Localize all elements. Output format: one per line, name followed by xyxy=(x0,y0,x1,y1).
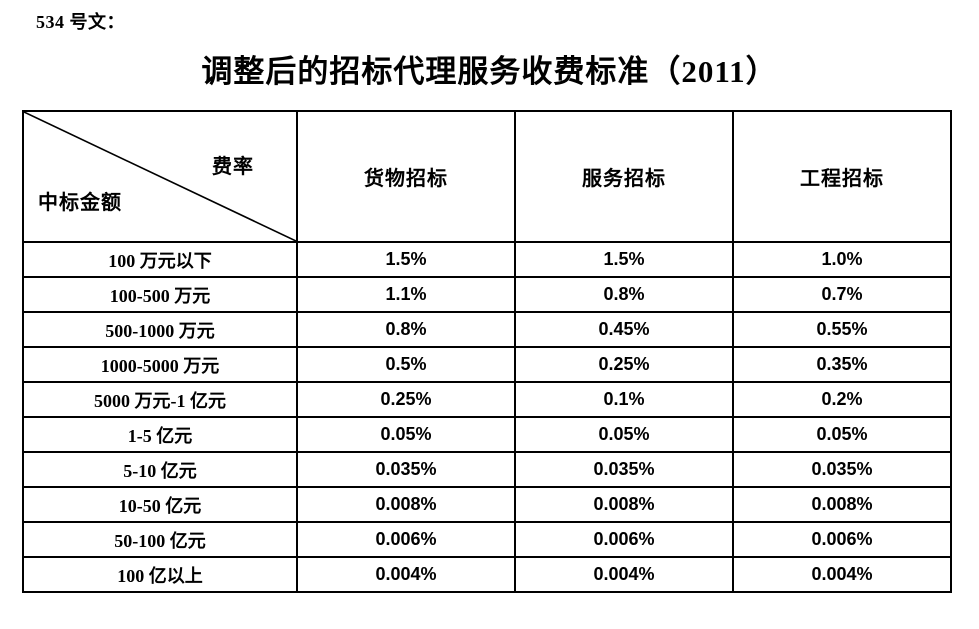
goods-rate-cell: 0.004% xyxy=(296,556,516,593)
corner-label-bid-amount: 中标金额 xyxy=(38,192,122,214)
service-rate-cell: 0.8% xyxy=(514,276,734,313)
engineering-rate-cell: 0.2% xyxy=(732,381,952,418)
engineering-rate-cell: 0.006% xyxy=(732,521,952,558)
goods-rate-cell: 0.8% xyxy=(296,311,516,348)
service-rate-cell: 0.035% xyxy=(514,451,734,488)
table-row: 5-10 亿元 0.035% 0.035% 0.035% xyxy=(22,451,952,488)
header-row: 费率 中标金额 货物招标 服务招标 工程招标 xyxy=(22,110,952,243)
fee-table: 费率 中标金额 货物招标 服务招标 工程招标 100 万元以下 1.5% 1.5… xyxy=(22,110,952,593)
service-rate-cell: 0.1% xyxy=(514,381,734,418)
bid-amount-range-cell: 100 亿以上 xyxy=(22,556,298,593)
goods-rate-cell: 1.5% xyxy=(296,241,516,278)
bid-amount-range-cell: 100-500 万元 xyxy=(22,276,298,313)
table-row: 5000 万元-1 亿元 0.25% 0.1% 0.2% xyxy=(22,381,952,418)
service-rate-cell: 0.008% xyxy=(514,486,734,523)
goods-rate-cell: 0.5% xyxy=(296,346,516,383)
service-rate-cell: 0.006% xyxy=(514,521,734,558)
table-row: 500-1000 万元 0.8% 0.45% 0.55% xyxy=(22,311,952,348)
engineering-rate-cell: 0.05% xyxy=(732,416,952,453)
table-row: 1-5 亿元 0.05% 0.05% 0.05% xyxy=(22,416,952,453)
bid-amount-range-cell: 500-1000 万元 xyxy=(22,311,298,348)
engineering-rate-cell: 0.35% xyxy=(732,346,952,383)
doc-number: 534 号文： xyxy=(36,12,125,32)
page-title: 调整后的招标代理服务收费标准（2011） xyxy=(201,54,778,89)
column-header-engineering-bidding: 工程招标 xyxy=(732,110,952,243)
table-row: 100-500 万元 1.1% 0.8% 0.7% xyxy=(22,276,952,313)
goods-rate-cell: 0.25% xyxy=(296,381,516,418)
diagonal-header-cell: 费率 中标金额 xyxy=(22,110,298,243)
bid-amount-range-cell: 50-100 亿元 xyxy=(22,521,298,558)
column-header-goods-bidding: 货物招标 xyxy=(296,110,516,243)
service-rate-cell: 0.004% xyxy=(514,556,734,593)
engineering-rate-cell: 0.004% xyxy=(732,556,952,593)
table-row: 100 万元以下 1.5% 1.5% 1.0% xyxy=(22,241,952,278)
bid-amount-range-cell: 5000 万元-1 亿元 xyxy=(22,381,298,418)
engineering-rate-cell: 0.008% xyxy=(732,486,952,523)
table-row: 100 亿以上 0.004% 0.004% 0.004% xyxy=(22,556,952,593)
service-rate-cell: 0.45% xyxy=(514,311,734,348)
bid-amount-range-cell: 10-50 亿元 xyxy=(22,486,298,523)
goods-rate-cell: 0.05% xyxy=(296,416,516,453)
goods-rate-cell: 0.008% xyxy=(296,486,516,523)
goods-rate-cell: 1.1% xyxy=(296,276,516,313)
table-row: 50-100 亿元 0.006% 0.006% 0.006% xyxy=(22,521,952,558)
bid-amount-range-cell: 1000-5000 万元 xyxy=(22,346,298,383)
engineering-rate-cell: 0.7% xyxy=(732,276,952,313)
service-rate-cell: 0.25% xyxy=(514,346,734,383)
engineering-rate-cell: 0.55% xyxy=(732,311,952,348)
corner-label-fee-rate: 费率 xyxy=(212,156,254,178)
column-header-service-bidding: 服务招标 xyxy=(514,110,734,243)
engineering-rate-cell: 1.0% xyxy=(732,241,952,278)
bid-amount-range-cell: 100 万元以下 xyxy=(22,241,298,278)
goods-rate-cell: 0.035% xyxy=(296,451,516,488)
diagonal-divider-line xyxy=(24,112,296,241)
engineering-rate-cell: 0.035% xyxy=(732,451,952,488)
table-row: 10-50 亿元 0.008% 0.008% 0.008% xyxy=(22,486,952,523)
bid-amount-range-cell: 5-10 亿元 xyxy=(22,451,298,488)
fee-table-body: 100 万元以下 1.5% 1.5% 1.0% 100-500 万元 1.1% … xyxy=(22,241,952,593)
service-rate-cell: 1.5% xyxy=(514,241,734,278)
bid-amount-range-cell: 1-5 亿元 xyxy=(22,416,298,453)
table-row: 1000-5000 万元 0.5% 0.25% 0.35% xyxy=(22,346,952,383)
goods-rate-cell: 0.006% xyxy=(296,521,516,558)
service-rate-cell: 0.05% xyxy=(514,416,734,453)
